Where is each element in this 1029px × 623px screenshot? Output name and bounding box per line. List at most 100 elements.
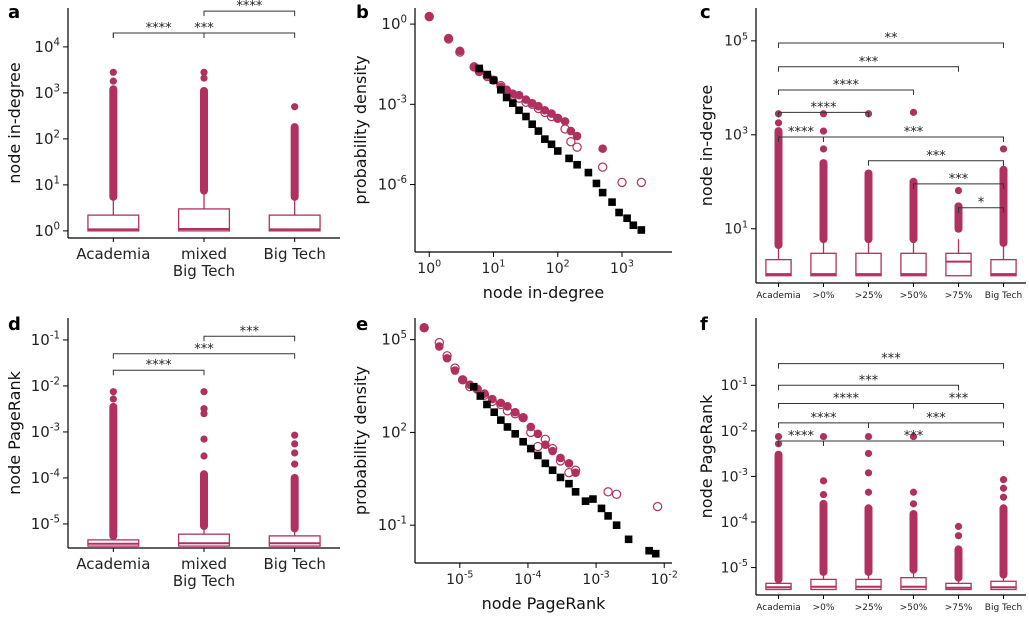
significance-bracket: **** — [778, 391, 914, 409]
data-point — [469, 382, 478, 391]
x-tick-label: >25% — [855, 291, 883, 301]
data-point — [573, 160, 581, 169]
data-point — [603, 487, 613, 497]
data-point — [522, 112, 530, 121]
y-tick-label: 100 — [381, 14, 407, 33]
box-3 — [900, 432, 927, 591]
x-tick-label: Big Tech — [263, 555, 325, 573]
significance-bracket: **** — [112, 358, 205, 376]
outlier-point — [291, 460, 299, 468]
box-0 — [87, 388, 140, 547]
significance-bracket: **** — [778, 78, 914, 95]
box-body — [87, 214, 140, 232]
box-body — [810, 252, 837, 277]
box-0 — [765, 432, 792, 591]
x-tick-label: Big Tech — [985, 603, 1022, 613]
significance-bracket: **** — [778, 100, 869, 118]
significance-bracket: *** — [913, 172, 1004, 189]
y-tick-label: 10-4 — [31, 468, 60, 487]
box-5 — [990, 476, 1017, 591]
data-point — [592, 179, 601, 188]
y-tick-label: 10-5 — [31, 514, 60, 533]
outlier-point — [999, 484, 1008, 492]
x-tick-label: 10-4 — [514, 570, 541, 588]
data-point — [597, 162, 608, 172]
series-open-circle — [424, 11, 647, 188]
significance-bracket: *** — [913, 391, 1004, 409]
x-tick-label: Big Tech — [263, 245, 325, 263]
data-point — [457, 375, 468, 385]
box-2 — [268, 431, 321, 547]
x-tick-label: >75% — [945, 603, 973, 613]
data-point — [519, 437, 527, 446]
panel-label: a — [8, 2, 20, 23]
bracket-line — [778, 363, 1004, 369]
data-point — [443, 34, 454, 44]
data-point — [548, 446, 557, 456]
significance-bracket: *** — [778, 373, 959, 391]
y-axis-label: node PageRank — [5, 370, 24, 494]
y-axis-label: node in-degree — [697, 85, 716, 206]
data-point — [533, 441, 543, 452]
outlier-point — [200, 405, 208, 413]
significance-label: *** — [926, 411, 946, 426]
significance-bracket: ** — [778, 31, 1004, 48]
significance-label: *** — [904, 429, 924, 444]
significance-label: **** — [833, 78, 860, 93]
bracket-line — [913, 183, 1004, 189]
y-tick-label: 102 — [381, 423, 407, 442]
significance-label: **** — [146, 358, 173, 373]
series-filled-square — [475, 64, 646, 234]
significance-label: **** — [146, 21, 173, 36]
data-point — [572, 142, 582, 152]
significance-label: *** — [859, 373, 879, 388]
box-body — [177, 533, 231, 547]
significance-label: **** — [833, 391, 860, 406]
outlier-point — [864, 469, 873, 477]
outlier-point — [999, 145, 1008, 153]
outlier-point — [774, 119, 783, 127]
data-point — [598, 188, 607, 197]
box-1 — [177, 388, 231, 547]
x-tick-label: >0% — [813, 291, 835, 301]
data-point — [556, 473, 565, 482]
data-point — [560, 117, 570, 126]
x-tick-label: mixed — [181, 245, 227, 263]
data-point — [623, 214, 631, 223]
data-point — [496, 399, 506, 410]
significance-label: *** — [949, 172, 969, 187]
y-axis-label: probability density — [351, 366, 370, 515]
y-tick-label: 101 — [34, 175, 60, 194]
outlier-point — [864, 432, 873, 441]
x-tick-label: Academia — [76, 555, 150, 573]
outlier-point — [864, 449, 873, 458]
y-tick-label: 10-3 — [378, 95, 407, 114]
outlier-point — [819, 477, 828, 485]
data-point — [584, 168, 593, 177]
box-2 — [855, 432, 882, 591]
outlier-point — [999, 476, 1008, 484]
x-tick-label: Academia — [76, 245, 150, 263]
data-point — [541, 135, 549, 143]
box-body — [990, 580, 1017, 591]
data-point — [636, 177, 647, 188]
data-point — [526, 427, 536, 438]
box-body — [177, 208, 231, 232]
significance-label: *** — [881, 352, 901, 367]
significance-label: ** — [885, 31, 899, 46]
outlier-point — [909, 500, 918, 508]
data-point — [434, 337, 444, 348]
outlier-point — [819, 432, 828, 441]
outlier-point — [954, 186, 963, 195]
x-tick-label: 102 — [546, 259, 570, 277]
data-point — [515, 106, 523, 115]
x-tick-label: 10-2 — [651, 570, 678, 588]
x-tick-label: 10-3 — [582, 570, 609, 588]
data-point — [540, 107, 550, 118]
box-4 — [945, 522, 972, 591]
data-point — [566, 136, 576, 147]
data-point — [555, 456, 566, 466]
data-point — [597, 504, 606, 513]
y-axis-label: probability density — [351, 55, 370, 204]
